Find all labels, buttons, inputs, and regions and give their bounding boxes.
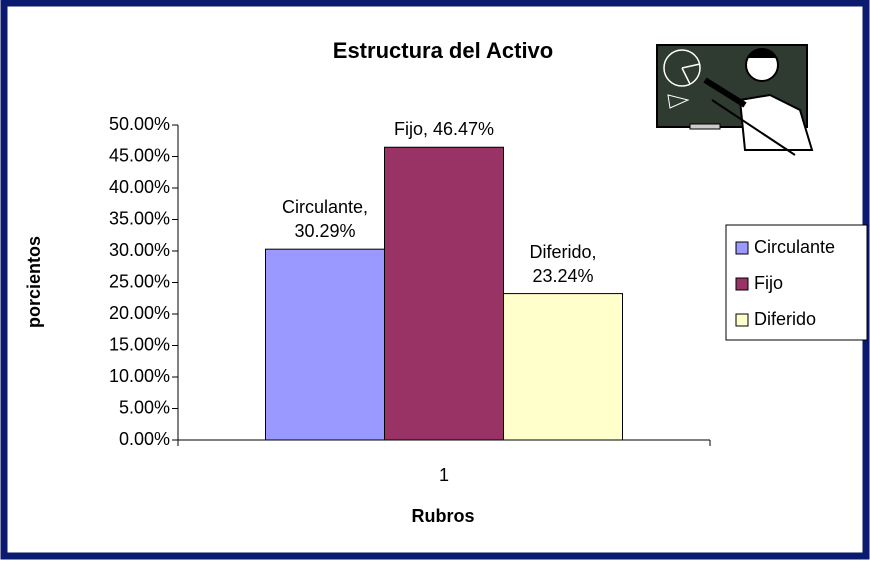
y-tick-label: 35.00%	[109, 208, 170, 228]
y-tick-label: 50.00%	[109, 114, 170, 134]
y-tick-label: 40.00%	[109, 177, 170, 197]
y-tick-label: 30.00%	[109, 240, 170, 260]
legend-swatch	[736, 278, 748, 290]
y-tick-label: 5.00%	[119, 397, 170, 417]
bar	[385, 147, 504, 440]
y-tick-label: 20.00%	[109, 303, 170, 323]
y-tick-label: 0.00%	[119, 429, 170, 449]
legend-label: Diferido	[754, 309, 816, 329]
data-label: Diferido, 23.24%	[498, 240, 628, 288]
legend-label: Fijo	[754, 273, 783, 293]
bar	[266, 249, 385, 440]
chart-title: Estructura del Activo	[333, 38, 553, 63]
legend-swatch	[736, 314, 748, 326]
bar	[504, 294, 623, 440]
clip-art-teacher	[657, 45, 812, 155]
y-tick-label: 15.00%	[109, 334, 170, 354]
x-axis-label: Rubros	[412, 506, 475, 526]
chart: Estructura del Activo Rubros porcientos …	[0, 0, 870, 561]
chart-container: Estructura del Activo Rubros porcientos …	[0, 0, 870, 561]
y-axis-label: porcientos	[24, 236, 44, 328]
x-tick-label: 1	[439, 465, 449, 485]
y-tick-label: 10.00%	[109, 366, 170, 386]
y-tick-label: 45.00%	[109, 145, 170, 165]
data-label: Fijo, 46.47%	[379, 117, 509, 141]
data-label: Circulante, 30.29%	[260, 195, 390, 243]
y-tick-label: 25.00%	[109, 271, 170, 291]
legend-swatch	[736, 242, 748, 254]
legend-label: Circulante	[754, 237, 835, 257]
